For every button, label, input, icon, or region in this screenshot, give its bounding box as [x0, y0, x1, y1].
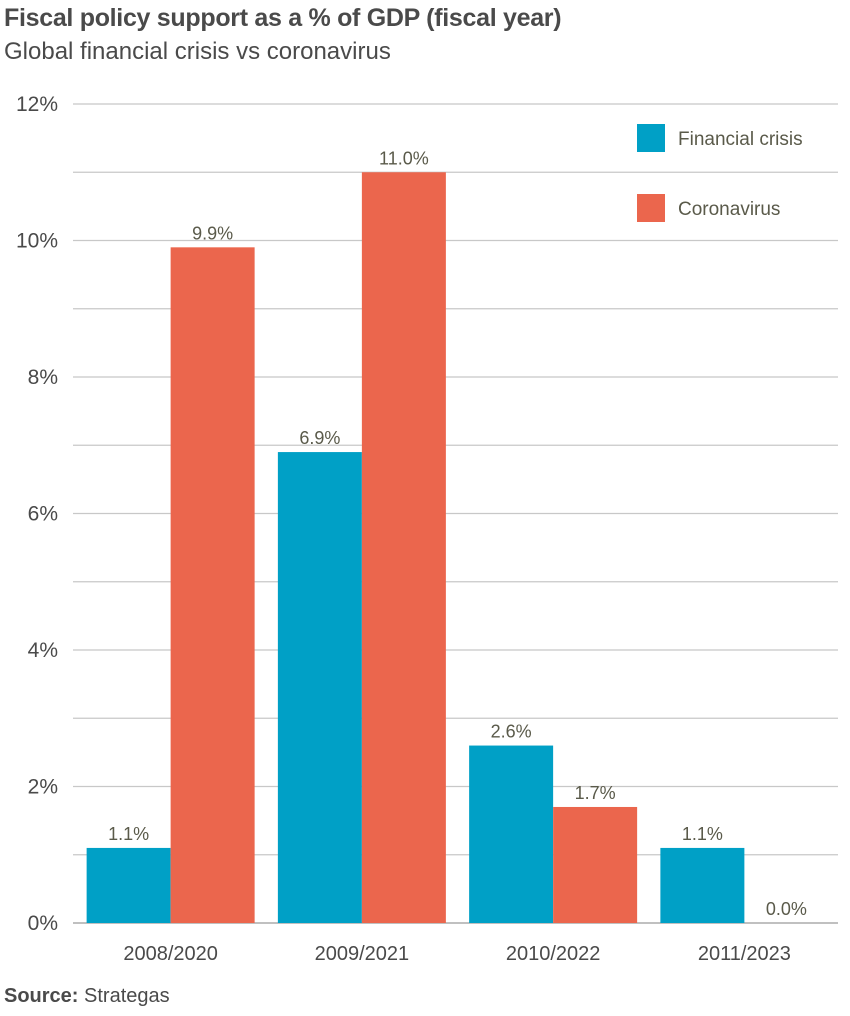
legend-label: Coronavirus [678, 199, 780, 220]
source-note: Source: Strategas [4, 985, 170, 1008]
bar-coronavirus [361, 172, 446, 923]
bar-financial-crisis [86, 847, 171, 923]
bar-coronavirus [170, 247, 255, 923]
legend-label: Financial crisis [678, 129, 803, 150]
y-tick-label: 12% [16, 93, 58, 116]
bar-financial-crisis [660, 847, 745, 923]
y-tick-label: 10% [16, 230, 58, 253]
source-label: Source: [4, 985, 79, 1007]
bar-financial-crisis [277, 452, 362, 923]
x-tick-label: 2009/2021 [315, 943, 410, 965]
data-label: 11.0% [379, 148, 429, 168]
x-tick-label: 2010/2022 [506, 943, 601, 965]
source-value: Strategas [84, 985, 170, 1007]
y-tick-label: 4% [28, 639, 58, 662]
data-label: 6.9% [299, 428, 340, 448]
data-label: 1.7% [575, 783, 616, 803]
data-label: 1.1% [682, 824, 723, 844]
legend-swatch [637, 124, 665, 152]
bar-coronavirus [553, 806, 638, 923]
x-tick-label: 2008/2020 [123, 943, 218, 965]
data-label: 1.1% [108, 824, 149, 844]
data-label: 0.0% [766, 899, 807, 919]
chart-title: Fiscal policy support as a % of GDP (fis… [4, 4, 562, 32]
y-tick-label: 0% [28, 912, 58, 935]
chart-subtitle: Global financial crisis vs coronavirus [4, 38, 391, 65]
x-tick-label: 2011/2023 [698, 943, 791, 965]
y-tick-label: 8% [28, 366, 58, 389]
bar-chart: 0% 2% 4% 6% 8% 10% 12% 1.1% 9.9% 2008/2020 6.9% 11.… [16, 93, 838, 965]
data-label: 2.6% [491, 722, 532, 742]
data-label: 9.9% [192, 223, 233, 243]
y-tick-label: 6% [28, 503, 58, 526]
legend-swatch [637, 194, 665, 222]
bar-financial-crisis [469, 745, 554, 923]
y-tick-label: 2% [28, 776, 58, 799]
